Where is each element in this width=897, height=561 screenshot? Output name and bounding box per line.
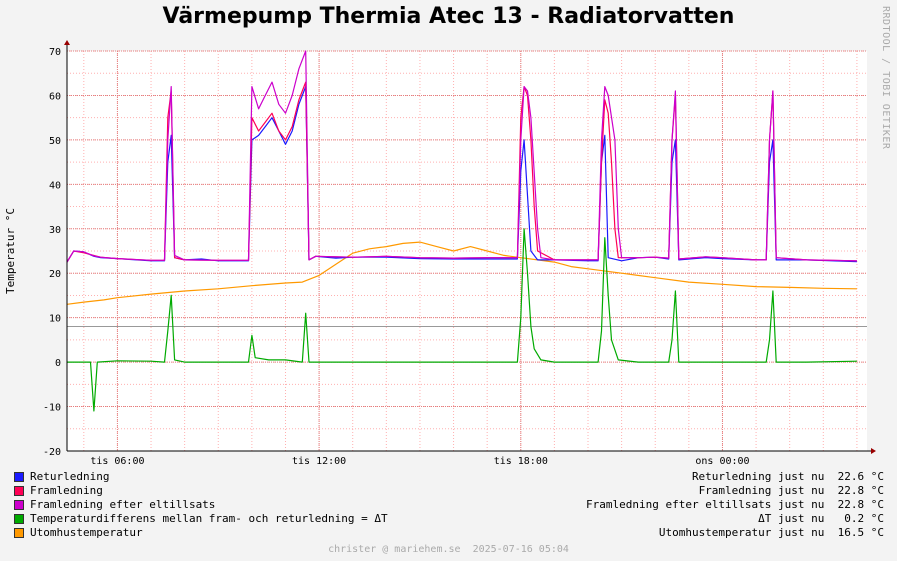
legend-swatch-framledning bbox=[14, 486, 24, 496]
series-line-2 bbox=[66, 50, 857, 263]
legend-swatch-returledning bbox=[14, 472, 24, 482]
y-tick-label: -10 bbox=[43, 403, 61, 414]
x-tick-label: tis 06:00 bbox=[90, 456, 144, 467]
legend-swatch-utomhustemperatur bbox=[14, 528, 24, 538]
x-tick-label: tis 12:00 bbox=[292, 456, 346, 467]
rrdtool-watermark: RRDTOOL / TOBI OETIKER bbox=[880, 6, 891, 150]
legend-value-delta-t: ΔT just nu 0.2 °C bbox=[758, 512, 884, 525]
legend-label-framledning: Framledning bbox=[30, 484, 103, 497]
footer-credit: christer @ mariehem.se 2025-07-16 05:04 bbox=[328, 544, 569, 555]
legend-label-returledning: Returledning bbox=[30, 470, 110, 483]
legend-row-delta-t: Temperaturdifferens mellan fram- och ret… bbox=[14, 512, 884, 526]
legend-swatch-delta-t bbox=[14, 514, 24, 524]
legend-row-utomhustemperatur: Utomhustemperatur Utomhustemperatur just… bbox=[14, 526, 884, 540]
line-chart: -20 -10 0 10 20 30 40 50 60 70 tis 06:00 tis 12:00 t… bbox=[4, 40, 876, 467]
legend-value-framledning-eltillsats: Framledning efter eltillsats just nu 22.… bbox=[585, 498, 884, 511]
legend-label-framledning-eltillsats: Framledning efter eltillsats bbox=[30, 498, 216, 511]
legend-row-framledning-eltillsats: Framledning efter eltillsats Framledning… bbox=[14, 498, 884, 512]
legend-value-utomhustemperatur: Utomhustemperatur just nu 16.5 °C bbox=[658, 526, 884, 539]
y-axis-label: Temperatur °C bbox=[4, 208, 17, 294]
legend-swatch-framledning-eltillsats bbox=[14, 500, 24, 510]
y-tick-label: 70 bbox=[49, 47, 61, 58]
legend-value-framledning: Framledning just nu 22.8 °C bbox=[698, 484, 884, 497]
y-tick-label: 60 bbox=[49, 91, 61, 102]
y-tick-label: 30 bbox=[49, 225, 61, 236]
y-tick-label: 40 bbox=[49, 180, 61, 191]
y-tick-label: 50 bbox=[49, 136, 61, 147]
chart-title: Värmepump Thermia Atec 13 - Radiatorvatt… bbox=[162, 4, 735, 29]
legend-label-utomhustemperatur: Utomhustemperatur bbox=[30, 526, 143, 539]
y-tick-label: 0 bbox=[55, 358, 61, 369]
x-axis-arrow bbox=[871, 448, 876, 454]
y-tick-label: 10 bbox=[49, 314, 61, 325]
series-line-4 bbox=[66, 241, 857, 305]
legend-row-framledning: Framledning Framledning just nu 22.8 °C bbox=[14, 484, 884, 498]
legend: Returledning Returledning just nu 22.6 °… bbox=[14, 470, 884, 540]
legend-row-returledning: Returledning Returledning just nu 22.6 °… bbox=[14, 470, 884, 484]
y-axis-arrow bbox=[64, 40, 70, 45]
legend-label-delta-t: Temperaturdifferens mellan fram- och ret… bbox=[30, 512, 388, 525]
x-tick-label: ons 00:00 bbox=[695, 456, 749, 467]
series-line-3 bbox=[67, 228, 857, 412]
y-tick-label: -20 bbox=[43, 447, 61, 458]
x-tick-label: tis 18:00 bbox=[494, 456, 548, 467]
legend-value-returledning: Returledning just nu 22.6 °C bbox=[691, 470, 884, 483]
y-tick-label: 20 bbox=[49, 269, 61, 280]
